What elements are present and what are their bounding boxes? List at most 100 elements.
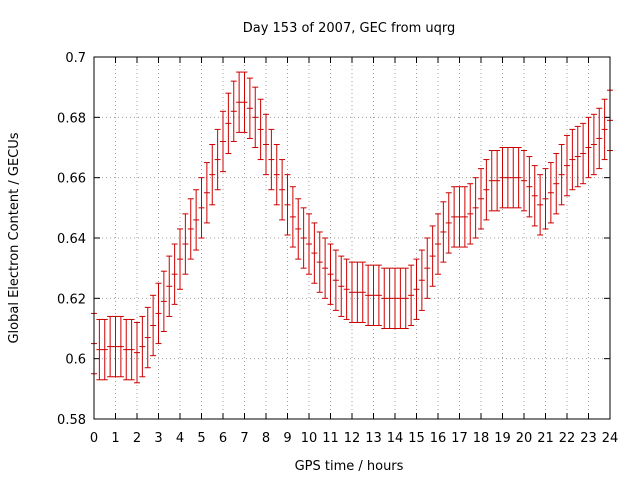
error-bar [279, 159, 286, 221]
error-bar [295, 198, 302, 260]
x-tick-label: 18 [473, 431, 490, 446]
error-bar [300, 207, 307, 269]
error-bar [392, 267, 398, 329]
error-bar [564, 134, 570, 197]
error-bar [241, 71, 248, 133]
error-bar [365, 264, 372, 326]
error-bar [134, 321, 140, 384]
error-bar [128, 318, 135, 381]
error-bar [96, 318, 103, 381]
error-bar [150, 294, 157, 357]
error-bar [171, 243, 178, 305]
error-bar [230, 80, 237, 142]
error-bar [214, 128, 221, 191]
error-bar [467, 183, 474, 245]
y-tick-label: 0.58 [57, 413, 86, 428]
error-bar [494, 150, 501, 212]
error-bar [580, 122, 587, 185]
error-bar [160, 270, 167, 333]
x-tick-label: 22 [559, 431, 576, 446]
x-tick-label: 21 [537, 431, 554, 446]
error-bar [386, 267, 393, 329]
y-tick-label: 0.6 [65, 353, 86, 368]
x-tick-label: 14 [387, 431, 404, 446]
error-bar [354, 261, 361, 323]
x-tick-label: 4 [176, 431, 184, 446]
error-bar [182, 213, 189, 275]
error-bar [488, 150, 495, 212]
error-bar [413, 258, 420, 320]
error-bar [177, 228, 183, 290]
chart-title: Day 153 of 2007, GEC from uqrg [243, 21, 456, 36]
y-tick-label: 0.7 [65, 51, 86, 66]
grid [94, 57, 610, 419]
error-bar [402, 267, 409, 329]
error-bar [526, 156, 533, 218]
error-bar [209, 143, 216, 206]
error-bar [440, 201, 447, 263]
error-bar [515, 147, 522, 209]
y-tick-label: 0.68 [57, 111, 86, 126]
error-bar [166, 255, 173, 317]
x-tick-label: 9 [283, 431, 291, 446]
error-bar [311, 222, 318, 284]
error-bar [547, 162, 554, 224]
x-tick-label: 12 [344, 431, 361, 446]
error-bar [123, 318, 130, 381]
y-tick-label: 0.62 [57, 292, 86, 307]
error-bar [338, 255, 345, 317]
y-axis-title: Global Electron Content / GECUs [7, 132, 22, 343]
x-axis: 0 1 2 3 4 5 6 7 8 9 10 11 12 13 14 15 16 17 18 19 20 21 22 23 24 [90, 57, 618, 446]
error-bar [590, 113, 597, 176]
error-bar [478, 168, 484, 230]
error-bar [117, 315, 124, 378]
error-bar [397, 267, 404, 329]
x-tick-label: 11 [322, 431, 339, 446]
error-bar [521, 150, 527, 212]
error-bar [322, 237, 329, 299]
x-tick-label: 10 [301, 431, 318, 446]
error-bar [456, 186, 463, 248]
error-bar [268, 128, 275, 191]
error-bar [187, 198, 194, 260]
error-bar [144, 306, 151, 369]
y-axis: 0.58 0.6 0.62 0.64 0.66 0.68 0.7 [57, 51, 610, 428]
x-tick-label: 17 [451, 431, 468, 446]
error-bar [193, 189, 200, 251]
error-bar [445, 192, 452, 254]
error-bar [375, 264, 382, 326]
error-bar [574, 125, 581, 188]
error-bar [537, 174, 544, 236]
error-bar [542, 168, 549, 230]
error-bar [504, 147, 511, 209]
error-bar [569, 128, 576, 191]
error-bar [246, 77, 253, 139]
error-bar [461, 186, 468, 248]
error-bar [429, 225, 436, 287]
x-tick-label: 15 [408, 431, 425, 446]
x-tick-label: 2 [133, 431, 141, 446]
error-bar [139, 315, 146, 378]
x-tick-label: 3 [154, 431, 162, 446]
error-bar [306, 213, 312, 275]
error-bar [596, 107, 603, 170]
error-bar [381, 267, 388, 329]
error-bar [332, 249, 339, 311]
error-bar [155, 282, 162, 345]
error-bar [236, 71, 243, 133]
error-bar [284, 174, 291, 236]
x-tick-label: 6 [219, 431, 227, 446]
error-bar [112, 315, 119, 378]
x-tick-label: 1 [111, 431, 119, 446]
x-tick-label: 0 [90, 431, 98, 446]
error-bar [273, 143, 280, 206]
error-bar [263, 113, 269, 176]
x-tick-label: 13 [365, 431, 382, 446]
error-bar [349, 261, 355, 323]
error-bar [472, 177, 479, 239]
error-bar [451, 186, 458, 248]
error-bar [289, 186, 296, 248]
error-bar [424, 237, 431, 299]
error-bar [359, 261, 366, 323]
